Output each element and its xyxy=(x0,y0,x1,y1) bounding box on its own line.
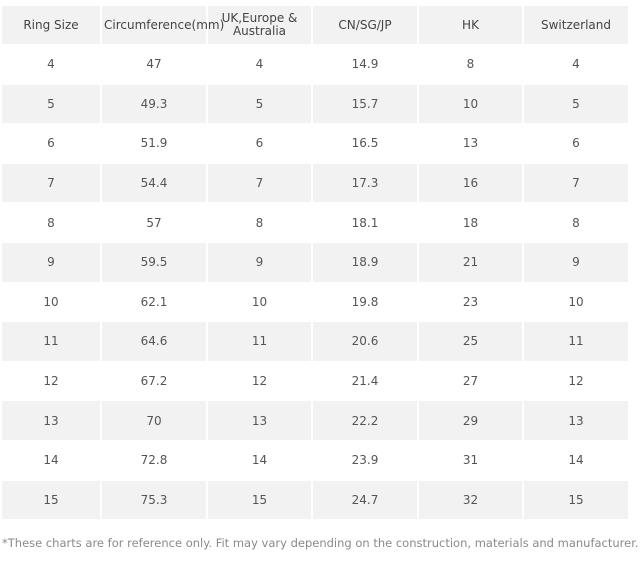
cell-switzerland: 13 xyxy=(524,401,628,440)
cell-hk: 32 xyxy=(419,480,522,520)
cell-uk-europe-australia: 6 xyxy=(208,124,311,163)
cell-switzerland: 7 xyxy=(524,163,628,203)
cell-hk: 16 xyxy=(419,163,522,203)
cell-circumference: 75.3 xyxy=(102,480,206,520)
cell-circumference: 54.4 xyxy=(102,163,206,203)
table-body: 4 47 4 14.9 8 4 5 49.3 5 15.7 10 5 6 51.9 6 16.5 13 6 7 54.… xyxy=(2,45,628,520)
cell-uk-europe-australia: 4 xyxy=(208,45,311,84)
header-hk: HK xyxy=(419,6,522,44)
cell-circumference: 47 xyxy=(102,45,206,84)
cell-cn-sg-jp: 18.9 xyxy=(313,242,417,282)
cell-cn-sg-jp: 18.1 xyxy=(313,203,417,242)
table-row: 12 67.2 12 21.4 27 12 xyxy=(2,361,628,401)
cell-uk-europe-australia: 13 xyxy=(208,401,311,440)
cell-hk: 27 xyxy=(419,361,522,401)
cell-cn-sg-jp: 19.8 xyxy=(313,282,417,322)
table-row: 5 49.3 5 15.7 10 5 xyxy=(2,84,628,124)
cell-ring-size: 12 xyxy=(2,361,100,401)
cell-uk-europe-australia: 5 xyxy=(208,84,311,124)
cell-ring-size: 14 xyxy=(2,440,100,480)
table-row: 6 51.9 6 16.5 13 6 xyxy=(2,124,628,163)
header-circumference: Circumference(mm) xyxy=(102,6,224,44)
cell-circumference: 67.2 xyxy=(102,361,206,401)
cell-uk-europe-australia: 11 xyxy=(208,322,311,361)
cell-switzerland: 15 xyxy=(524,480,628,520)
cell-uk-europe-australia: 15 xyxy=(208,480,311,520)
cell-circumference: 72.8 xyxy=(102,440,206,480)
cell-cn-sg-jp: 14.9 xyxy=(313,45,417,84)
cell-uk-europe-australia: 8 xyxy=(208,203,311,242)
cell-circumference: 49.3 xyxy=(102,84,206,124)
table-row: 14 72.8 14 23.9 31 14 xyxy=(2,440,628,480)
cell-circumference: 59.5 xyxy=(102,242,206,282)
table-row: 15 75.3 15 24.7 32 15 xyxy=(2,480,628,520)
cell-cn-sg-jp: 15.7 xyxy=(313,84,417,124)
table-row: 4 47 4 14.9 8 4 xyxy=(2,45,628,84)
table-row: 13 70 13 22.2 29 13 xyxy=(2,401,628,440)
cell-hk: 21 xyxy=(419,242,522,282)
cell-cn-sg-jp: 17.3 xyxy=(313,163,417,203)
ring-size-table: Ring Size Circumference(mm) UK,Europe & … xyxy=(0,5,630,520)
cell-ring-size: 11 xyxy=(2,322,100,361)
cell-ring-size: 13 xyxy=(2,401,100,440)
table-row: 10 62.1 10 19.8 23 10 xyxy=(2,282,628,322)
cell-uk-europe-australia: 14 xyxy=(208,440,311,480)
footnote: *These charts are for reference only. Fi… xyxy=(2,536,639,550)
header-uk-europe-australia: UK,Europe & Australia xyxy=(208,6,311,44)
cell-uk-europe-australia: 10 xyxy=(208,282,311,322)
cell-switzerland: 8 xyxy=(524,203,628,242)
cell-hk: 29 xyxy=(419,401,522,440)
cell-cn-sg-jp: 22.2 xyxy=(313,401,417,440)
cell-switzerland: 9 xyxy=(524,242,628,282)
cell-cn-sg-jp: 20.6 xyxy=(313,322,417,361)
cell-switzerland: 14 xyxy=(524,440,628,480)
header-cn-sg-jp: CN/SG/JP xyxy=(313,6,417,44)
header-switzerland: Switzerland xyxy=(524,6,628,44)
cell-ring-size: 8 xyxy=(2,203,100,242)
cell-ring-size: 9 xyxy=(2,242,100,282)
table-row: 9 59.5 9 18.9 21 9 xyxy=(2,242,628,282)
cell-hk: 25 xyxy=(419,322,522,361)
cell-uk-europe-australia: 9 xyxy=(208,242,311,282)
cell-circumference: 57 xyxy=(102,203,206,242)
cell-circumference: 62.1 xyxy=(102,282,206,322)
cell-circumference: 64.6 xyxy=(102,322,206,361)
cell-ring-size: 6 xyxy=(2,124,100,163)
table-row: 11 64.6 11 20.6 25 11 xyxy=(2,322,628,361)
cell-hk: 13 xyxy=(419,124,522,163)
cell-hk: 8 xyxy=(419,45,522,84)
cell-switzerland: 10 xyxy=(524,282,628,322)
cell-switzerland: 5 xyxy=(524,84,628,124)
cell-circumference: 51.9 xyxy=(102,124,206,163)
table-row: 7 54.4 7 17.3 16 7 xyxy=(2,163,628,203)
cell-switzerland: 12 xyxy=(524,361,628,401)
cell-ring-size: 5 xyxy=(2,84,100,124)
cell-ring-size: 15 xyxy=(2,480,100,520)
cell-uk-europe-australia: 12 xyxy=(208,361,311,401)
header-ring-size: Ring Size xyxy=(2,6,100,44)
table-row: 8 57 8 18.1 18 8 xyxy=(2,203,628,242)
cell-ring-size: 4 xyxy=(2,45,100,84)
cell-switzerland: 11 xyxy=(524,322,628,361)
cell-ring-size: 10 xyxy=(2,282,100,322)
table-header: Ring Size Circumference(mm) UK,Europe & … xyxy=(2,6,628,44)
cell-circumference: 70 xyxy=(102,401,206,440)
cell-cn-sg-jp: 21.4 xyxy=(313,361,417,401)
cell-hk: 10 xyxy=(419,84,522,124)
cell-switzerland: 6 xyxy=(524,124,628,163)
cell-cn-sg-jp: 16.5 xyxy=(313,124,417,163)
cell-hk: 18 xyxy=(419,203,522,242)
cell-hk: 23 xyxy=(419,282,522,322)
cell-cn-sg-jp: 23.9 xyxy=(313,440,417,480)
header-row: Ring Size Circumference(mm) UK,Europe & … xyxy=(2,6,628,44)
cell-uk-europe-australia: 7 xyxy=(208,163,311,203)
cell-hk: 31 xyxy=(419,440,522,480)
cell-ring-size: 7 xyxy=(2,163,100,203)
cell-cn-sg-jp: 24.7 xyxy=(313,480,417,520)
cell-switzerland: 4 xyxy=(524,45,628,84)
